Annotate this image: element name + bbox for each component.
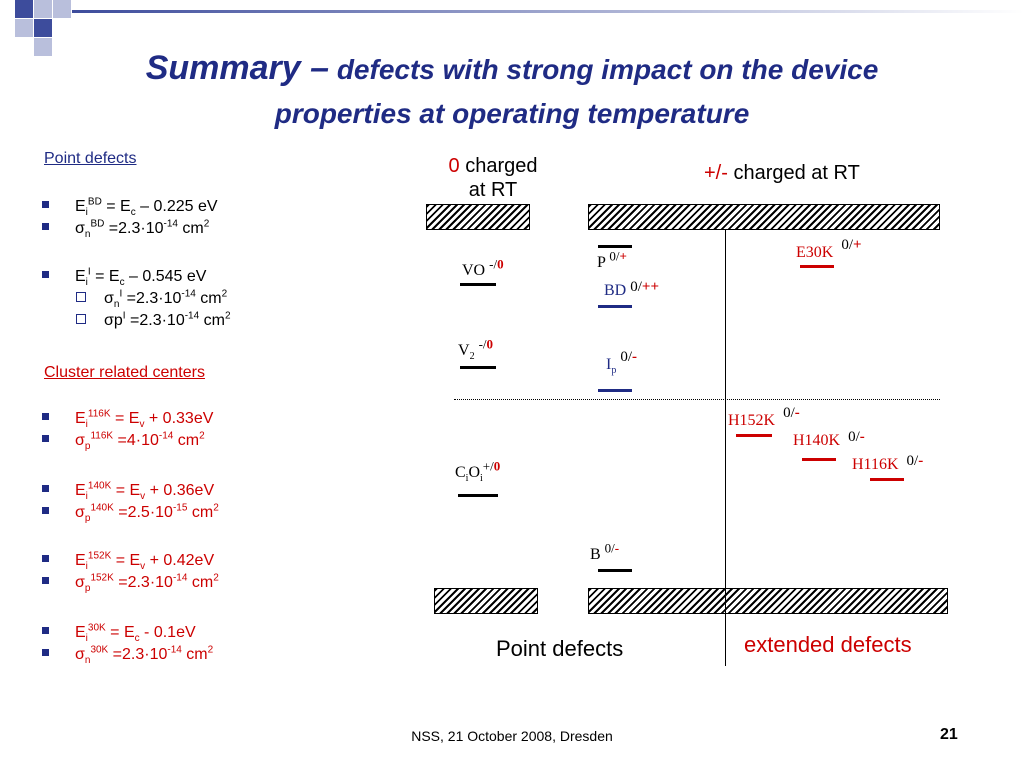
- bullet-icon: [42, 627, 49, 635]
- bullet-ei-30k: Ei30K = Ec - 0.1eV: [42, 623, 196, 644]
- defect-p: P 0/+: [597, 248, 627, 271]
- bullet-icon: [42, 649, 49, 657]
- bullet-ei-bd: EiBD = Ec – 0.225 eV: [42, 197, 218, 218]
- point-defects-label: Point defects: [496, 636, 624, 661]
- level-h140k: [802, 458, 836, 461]
- level-b: [598, 569, 632, 572]
- point-defects-header: Point defects: [44, 150, 137, 167]
- valence-band-point: [434, 588, 538, 614]
- bullet-icon: [42, 555, 49, 563]
- defect-e30k: E30K 0/+: [796, 237, 862, 261]
- defect-cioi: CiOi+/0: [455, 458, 501, 485]
- deco-gradient-line: [72, 10, 1024, 13]
- bullet-sigma-n-bd: σnBD =2.3·10-14 cm2: [42, 219, 209, 240]
- deco-square-1: [15, 0, 33, 18]
- bullet-sigma-p-140k: σp140K =2.5·10-15 cm2: [42, 503, 219, 524]
- level-v2: [460, 366, 496, 369]
- slide-title-line1: Summary – defects with strong impact on …: [0, 48, 1024, 90]
- subbullet-sigma-n-i: σnI =2.3·10-14 cm2: [42, 289, 227, 310]
- bullet-sigma-p-152k: σp152K =2.3·10-14 cm2: [42, 573, 219, 594]
- footer-text: NSS, 21 October 2008, Dresden: [411, 728, 613, 744]
- pm-charged-label: +/- charged at RT: [704, 162, 860, 184]
- level-cioi: [458, 494, 498, 497]
- level-ip: [598, 389, 632, 392]
- deco-square-5: [53, 0, 71, 18]
- slide-title-line2: properties at operating temperature: [274, 98, 750, 129]
- bullet-sigma-n-30k: σn30K =2.3·10-14 cm2: [42, 645, 213, 666]
- midgap-dotted-line: [454, 399, 940, 400]
- title-subtitle-part1: defects with strong impact on the device: [336, 54, 879, 85]
- defect-v2: V2 -/0: [458, 336, 494, 363]
- bullet-icon: [42, 223, 49, 231]
- defect-ip: Ip 0/-: [606, 349, 637, 377]
- sub-bullet-icon: [76, 313, 86, 324]
- level-bd: [598, 305, 632, 308]
- bullet-ei-152k: Ei152K = Ev + 0.42eV: [42, 551, 214, 572]
- vertical-separator: [725, 230, 726, 666]
- defect-bd: BD 0/++: [604, 279, 660, 299]
- bullet-sigma-p-116k: σp116K =4·10-14 cm2: [42, 431, 205, 452]
- cluster-centers-header: Cluster related centers: [44, 364, 205, 381]
- deco-square-2: [34, 0, 52, 18]
- defect-h140k: H140K 0/-: [793, 429, 865, 449]
- zero-charged-label: 0 charged at RT: [448, 155, 538, 201]
- defect-vo: VO -/0: [462, 256, 504, 279]
- page-number: 21: [940, 726, 958, 743]
- bullet-icon: [42, 507, 49, 515]
- conduction-band-extended: [588, 204, 940, 230]
- bullet-icon: [42, 577, 49, 585]
- level-h116k: [870, 478, 904, 481]
- bullet-ei-140k: Ei140K = Ev + 0.36eV: [42, 481, 214, 502]
- level-p: [598, 245, 632, 248]
- title-summary: Summary –: [145, 49, 330, 87]
- subbullet-sigma-p-i: σpI =2.3·10-14 cm2: [42, 311, 231, 330]
- deco-square-4: [34, 19, 52, 37]
- valence-band-extended: [588, 588, 948, 614]
- bullet-icon: [42, 413, 49, 421]
- bullet-icon: [42, 271, 49, 279]
- defect-h116k: H116K 0/-: [852, 453, 924, 473]
- sub-bullet-icon: [76, 291, 86, 302]
- bullet-icon: [42, 485, 49, 493]
- defect-h152k: H152K 0/-: [728, 405, 800, 429]
- defect-b: B 0/-: [590, 540, 620, 563]
- deco-square-3: [15, 19, 33, 37]
- bullet-ei-116k: Ei116K = Ev + 0.33eV: [42, 409, 213, 430]
- deco-square-6: [34, 38, 52, 56]
- extended-defects-label: extended defects: [744, 632, 912, 657]
- level-e30k: [800, 265, 834, 268]
- level-h152k: [736, 434, 772, 437]
- conduction-band-point: [426, 204, 530, 230]
- bullet-icon: [42, 435, 49, 443]
- bullet-icon: [42, 201, 49, 209]
- level-vo: [460, 283, 496, 286]
- bullet-ei-i: EiI = Ec – 0.545 eV: [42, 267, 206, 288]
